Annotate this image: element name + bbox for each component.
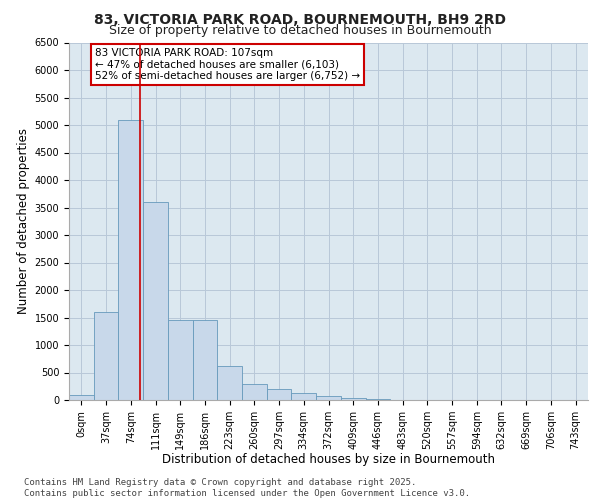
Text: 83 VICTORIA PARK ROAD: 107sqm
← 47% of detached houses are smaller (6,103)
52% o: 83 VICTORIA PARK ROAD: 107sqm ← 47% of d… <box>95 48 360 81</box>
Y-axis label: Number of detached properties: Number of detached properties <box>17 128 31 314</box>
Bar <box>94 312 118 400</box>
Bar <box>242 384 267 400</box>
Bar <box>193 320 217 400</box>
Text: 83, VICTORIA PARK ROAD, BOURNEMOUTH, BH9 2RD: 83, VICTORIA PARK ROAD, BOURNEMOUTH, BH9… <box>94 12 506 26</box>
Bar <box>267 389 292 400</box>
Text: Contains HM Land Registry data © Crown copyright and database right 2025.
Contai: Contains HM Land Registry data © Crown c… <box>24 478 470 498</box>
Bar <box>292 394 316 400</box>
Bar <box>365 399 390 400</box>
Bar <box>217 366 242 400</box>
Bar <box>118 120 143 400</box>
Bar <box>316 396 341 400</box>
Bar <box>168 320 193 400</box>
Bar <box>143 202 168 400</box>
Text: Size of property relative to detached houses in Bournemouth: Size of property relative to detached ho… <box>109 24 491 37</box>
Bar <box>69 394 94 400</box>
X-axis label: Distribution of detached houses by size in Bournemouth: Distribution of detached houses by size … <box>162 454 495 466</box>
Bar <box>341 398 365 400</box>
